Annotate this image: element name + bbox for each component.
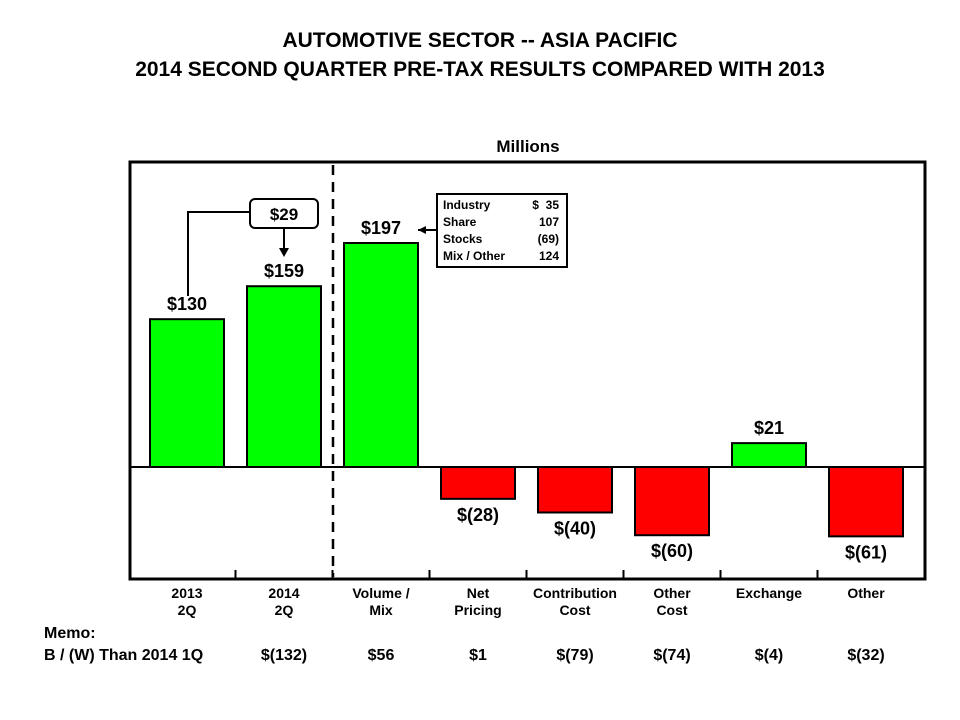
- bar: [634, 466, 710, 537]
- breakdown-value: 107: [539, 215, 559, 229]
- callout-connector: [187, 211, 250, 296]
- bar: [149, 318, 225, 468]
- x-category-line: Volume /: [352, 585, 410, 601]
- bar-value-label: $(60): [651, 541, 693, 561]
- callout-value: $29: [270, 205, 298, 224]
- memo-value: $(79): [556, 647, 594, 664]
- memo-value: $(32): [847, 647, 885, 664]
- chart-title-line1: AUTOMOTIVE SECTOR -- ASIA PACIFIC: [282, 29, 678, 52]
- x-category-line: Contribution: [533, 585, 617, 601]
- bar: [343, 242, 419, 468]
- x-category-label: Other Cost: [624, 585, 720, 619]
- x-category-label: Contribution Cost: [527, 585, 623, 619]
- x-category-line: Other: [653, 585, 691, 601]
- breakdown-box: [436, 193, 568, 268]
- memo-label: Memo:: [44, 625, 96, 642]
- memo-row-label: B / (W) Than 2014 1Q: [44, 647, 204, 664]
- bar-value-label: $130: [167, 294, 207, 314]
- breakdown-name: Industry: [443, 198, 491, 212]
- units-label: Millions: [496, 137, 559, 156]
- bar-value-label: $159: [264, 261, 304, 281]
- bar: [440, 466, 516, 500]
- breakdown-name: Mix / Other: [443, 249, 505, 263]
- x-category-line: 2Q: [274, 602, 294, 618]
- x-category-line: Net: [466, 585, 490, 601]
- x-category-line: 2Q: [177, 602, 197, 618]
- memo-value: $(74): [653, 647, 691, 664]
- breakdown-value: (69): [538, 232, 559, 246]
- bar-value-label: $(28): [457, 505, 499, 525]
- breakdown-arrow-head: [418, 226, 426, 234]
- x-category-line: 2013: [171, 585, 203, 601]
- bar-value-label: $(61): [845, 542, 887, 562]
- breakdown-name: Stocks: [443, 232, 483, 246]
- bar: [731, 442, 807, 468]
- breakdown-value: 124: [539, 249, 559, 263]
- bar: [537, 466, 613, 514]
- x-category-label: 2013 2Q: [139, 585, 235, 619]
- x-category-label: Other: [818, 585, 914, 619]
- memo-value: $(132): [260, 647, 308, 664]
- bar-value-label: $21: [754, 418, 784, 438]
- x-category-line: Mix: [369, 602, 393, 618]
- bar-value-label: $(40): [554, 518, 596, 538]
- x-category-line: Cost: [559, 602, 591, 618]
- callout-arrow-head: [279, 248, 289, 257]
- x-category-label: Exchange: [721, 585, 817, 619]
- x-category-line: Cost: [656, 602, 688, 618]
- x-category-label: 2014 2Q: [236, 585, 332, 619]
- bar: [828, 466, 904, 538]
- x-category-label: Volume / Mix: [333, 585, 429, 619]
- memo-value: $1: [469, 647, 487, 664]
- bar: [246, 285, 322, 469]
- x-category-line: [721, 602, 817, 619]
- memo-value: $(4): [754, 647, 784, 664]
- bar-value-label: $197: [361, 218, 401, 238]
- x-category-line: Exchange: [735, 585, 803, 601]
- chart-title-line2: 2014 SECOND QUARTER PRE-TAX RESULTS COMP…: [135, 58, 825, 81]
- memo-value: $56: [367, 647, 395, 664]
- breakdown-value: $ 35: [532, 198, 559, 212]
- x-category-line: Other: [847, 585, 885, 601]
- x-category-line: 2014: [268, 585, 300, 601]
- x-category-line: Pricing: [454, 602, 502, 618]
- x-category-label: Net Pricing: [430, 585, 526, 619]
- breakdown-name: Share: [443, 215, 477, 229]
- x-category-line: [818, 602, 914, 619]
